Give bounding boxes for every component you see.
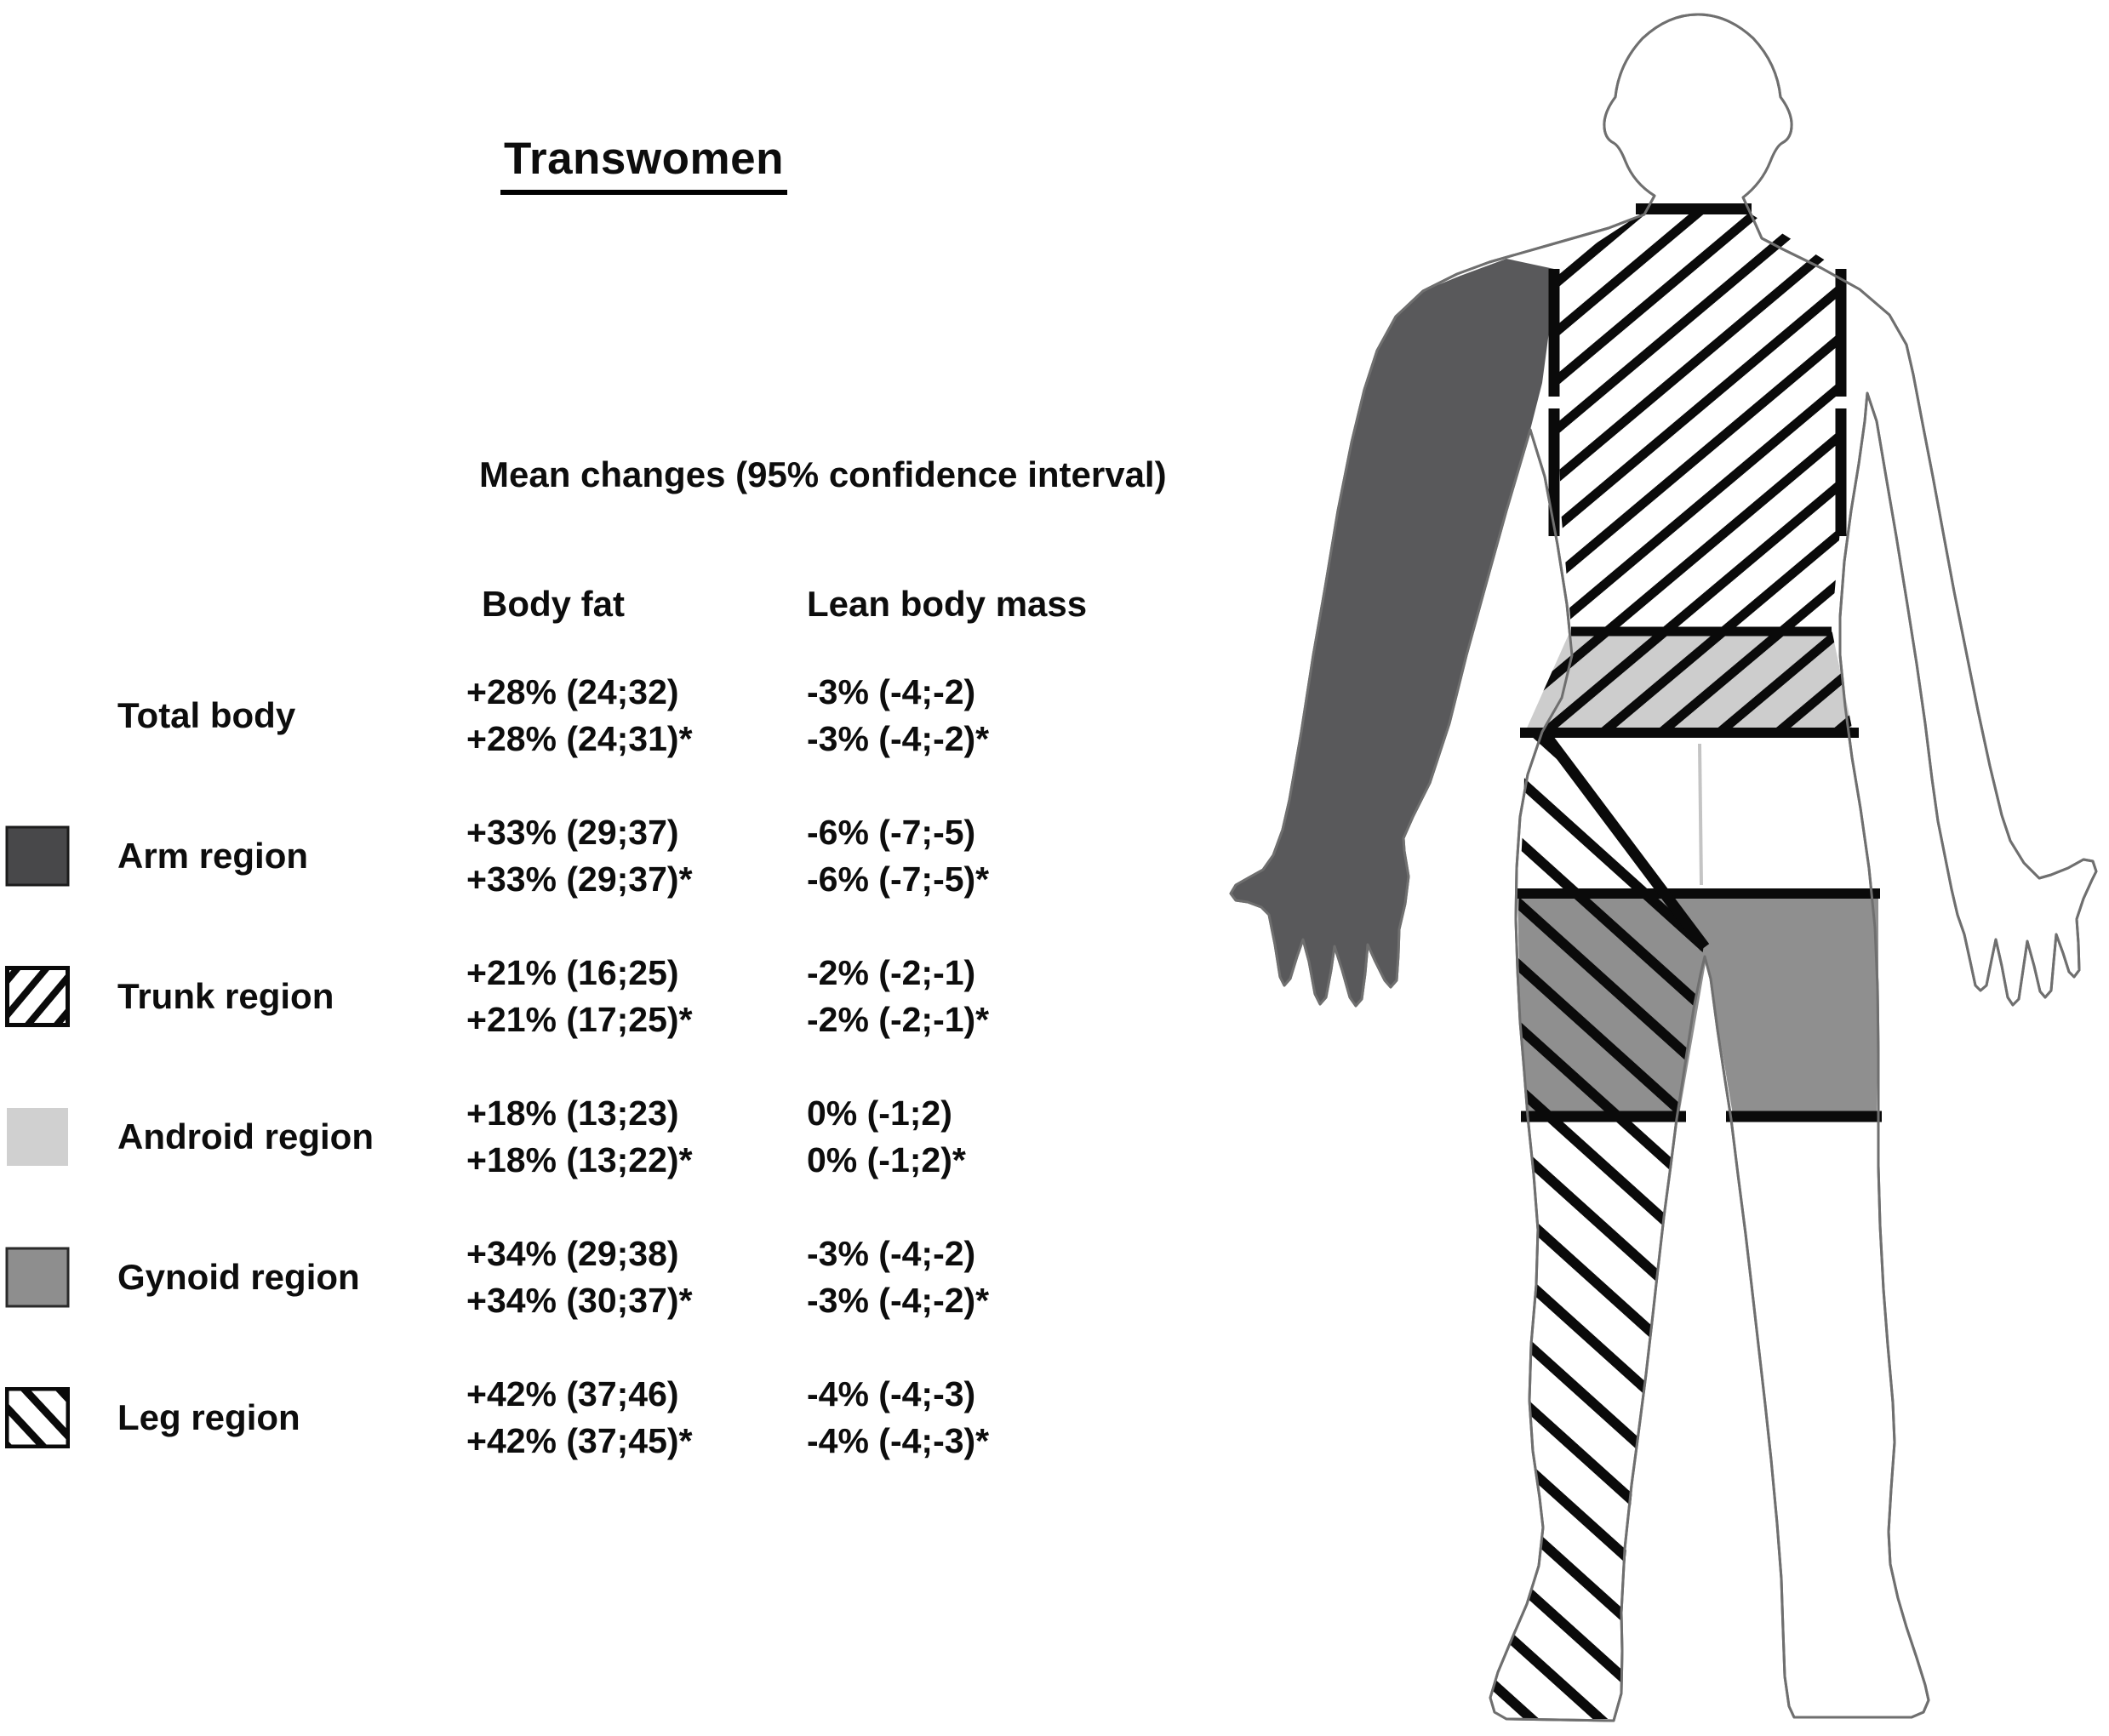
lean-mass-value: -4% (-4;-3) -4% (-4;-3)*: [807, 1347, 1181, 1488]
table-row: Trunk region +21% (16;25) +21% (17;25)* …: [0, 926, 1209, 1066]
neck-boundary-bar: [1636, 203, 1752, 214]
lean-mass-line1: -4% (-4;-3): [807, 1373, 976, 1413]
body-fat-value: +42% (37;46) +42% (37;45)*: [466, 1347, 800, 1488]
region-label: Total body: [117, 694, 296, 735]
legend-swatch-icon: [5, 965, 70, 1027]
column-header-lean-body-mass: Lean body mass: [807, 584, 1088, 624]
legend-swatch: [5, 825, 70, 887]
lean-mass-line1: 0% (-1;2): [807, 1093, 952, 1133]
legend-swatch-icon: [7, 1107, 68, 1166]
lean-mass-line1: -6% (-7;-5): [807, 812, 976, 852]
region-label: Gynoid region: [117, 1256, 360, 1297]
body-fat-line1: +18% (13;23): [466, 1093, 679, 1133]
table-row: Arm region +33% (29;37) +33% (29;37)* -6…: [0, 785, 1209, 926]
region-label: Leg region: [117, 1396, 300, 1437]
column-header-body-fat: Body fat: [482, 584, 625, 624]
table-row: Total body +28% (24;32) +28% (24;31)* -3…: [0, 645, 1209, 785]
body-fat-line2: +42% (37;45)*: [466, 1420, 693, 1460]
lean-mass-value: -2% (-2;-1) -2% (-2;-1)*: [807, 926, 1181, 1066]
lean-mass-value: -6% (-7;-5) -6% (-7;-5)*: [807, 785, 1181, 926]
lean-mass-line2: -6% (-7;-5)*: [807, 859, 990, 899]
leg-region-hatch: [1491, 735, 1704, 1719]
body-fat-line2: +34% (30;37)*: [466, 1280, 693, 1320]
legend-swatch: [5, 1247, 70, 1308]
lean-mass-line2: -3% (-4;-2)*: [807, 1280, 990, 1320]
body-fat-line1: +42% (37;46): [466, 1373, 679, 1413]
table-row: Android region +18% (13;23) +18% (13;22)…: [0, 1066, 1209, 1207]
region-label: Android region: [117, 1116, 374, 1156]
lean-mass-line2: -2% (-2;-1)*: [807, 999, 990, 1039]
region-table: Total body +28% (24;32) +28% (24;31)* -3…: [0, 645, 1209, 1488]
lean-mass-line1: -2% (-2;-1): [807, 952, 976, 992]
legend-swatch: [5, 1106, 70, 1168]
body-fat-value: +28% (24;32) +28% (24;31)*: [466, 645, 800, 785]
lean-mass-line2: -3% (-4;-2)*: [807, 718, 990, 758]
lean-mass-line2: -4% (-4;-3)*: [807, 1420, 990, 1460]
lean-mass-line1: -3% (-4;-2): [807, 671, 976, 711]
table-caption: Mean changes (95% confidence interval): [479, 454, 1167, 494]
body-fat-line2: +21% (17;25)*: [466, 999, 693, 1039]
body-fat-line2: +18% (13;22)*: [466, 1139, 693, 1179]
trunk-region-hatch: [1554, 213, 1842, 627]
region-label: Arm region: [117, 835, 309, 876]
legend-swatch: [5, 965, 70, 1027]
body-fat-line1: +34% (29;38): [466, 1233, 679, 1273]
body-fat-line1: +21% (16;25): [466, 952, 679, 992]
table-row: Gynoid region +34% (29;38) +34% (30;37)*…: [0, 1207, 1209, 1347]
region-label: Trunk region: [117, 975, 334, 1016]
lean-mass-value: -3% (-4;-2) -3% (-4;-2)*: [807, 645, 1181, 785]
lean-mass-line2: 0% (-1;2)*: [807, 1139, 966, 1179]
body-fat-line2: +33% (29;37)*: [466, 859, 693, 899]
legend-swatch-icon: [5, 1386, 70, 1448]
arm-region-silhouette: [1231, 259, 1554, 1006]
body-fat-value: +33% (29;37) +33% (29;37)*: [466, 785, 800, 926]
body-fat-line1: +33% (29;37): [466, 812, 679, 852]
android-region-hatch: [1525, 629, 1853, 732]
lean-mass-value: 0% (-1;2) 0% (-1;2)*: [807, 1066, 1181, 1207]
body-fat-value: +34% (29;38) +34% (30;37)*: [466, 1207, 800, 1347]
lean-mass-line1: -3% (-4;-2): [807, 1233, 976, 1273]
legend-swatch-icon: [5, 825, 70, 886]
legend-swatch-icon: [5, 1247, 70, 1307]
body-fat-value: +21% (16;25) +21% (17;25)*: [466, 926, 800, 1066]
gluteal-cleft-line: [1698, 743, 1703, 886]
body-fat-line2: +28% (24;31)*: [466, 718, 693, 758]
legend-swatch: [5, 1386, 70, 1448]
body-fat-value: +18% (13;23) +18% (13;22)*: [466, 1066, 800, 1207]
body-fat-line1: +28% (24;32): [466, 671, 679, 711]
leg-region-diagonal-border: [1541, 733, 1710, 951]
table-row: Leg region +42% (37;46) +42% (37;45)* -4…: [0, 1347, 1209, 1488]
lean-mass-value: -3% (-4;-2) -3% (-4;-2)*: [807, 1207, 1181, 1347]
figure-title: Transwomen: [500, 133, 787, 195]
